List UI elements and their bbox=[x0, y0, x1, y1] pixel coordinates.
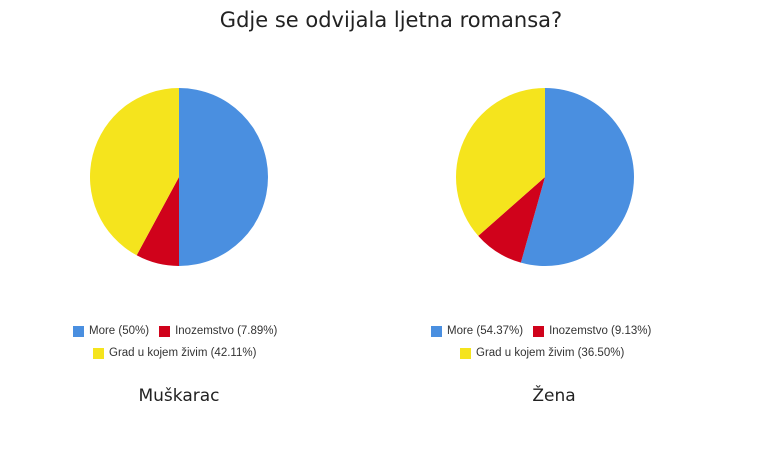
legend-swatch-more bbox=[431, 325, 442, 337]
pie-chart-zena bbox=[456, 88, 634, 266]
legend-swatch-inozemstvo bbox=[159, 325, 171, 337]
pie-slice-more bbox=[520, 88, 634, 266]
legend-item-more: More (50%) bbox=[73, 325, 149, 337]
pie-slice-inozemstvo bbox=[136, 177, 179, 266]
legend-label: More (54.37%) bbox=[447, 325, 524, 337]
legend-label: Inozemstvo (7.89%) bbox=[175, 325, 278, 337]
legend-swatch-grad bbox=[93, 347, 104, 359]
legend-item-inozemstvo: Inozemstvo (9.13%) bbox=[533, 325, 651, 337]
pie-caption-zena: Žena bbox=[532, 386, 576, 406]
pie-slice-grad-u-kojem-živim bbox=[456, 88, 545, 236]
pie-slice-inozemstvo bbox=[478, 177, 545, 263]
legend-swatch-more bbox=[73, 325, 84, 337]
legend-swatch-grad bbox=[460, 347, 471, 359]
legend-label: Inozemstvo (9.13%) bbox=[549, 325, 652, 337]
legend-item-grad: Grad u kojem živim (42.11%) bbox=[93, 347, 256, 359]
legend-label: Grad u kojem živim (36.50%) bbox=[476, 347, 625, 359]
legend-swatch-inozemstvo bbox=[533, 325, 545, 337]
legend-label: More (50%) bbox=[89, 325, 150, 337]
legend-item-grad: Grad u kojem živim (36.50%) bbox=[460, 347, 624, 359]
legend-item-inozemstvo: Inozemstvo (7.89%) bbox=[159, 325, 277, 337]
legend-item-more: More (54.37%) bbox=[431, 325, 523, 337]
pie-caption-muskarac: Muškarac bbox=[138, 386, 220, 406]
chart-title: Gdje se odvijala ljetna romansa? bbox=[219, 8, 563, 32]
pie-slice-grad-u-kojem-živim bbox=[89, 87, 179, 256]
legend-label: Grad u kojem živim (42.11%) bbox=[109, 347, 257, 359]
pie-chart-muskarac bbox=[89, 87, 268, 266]
pie-slice-more bbox=[179, 88, 268, 266]
